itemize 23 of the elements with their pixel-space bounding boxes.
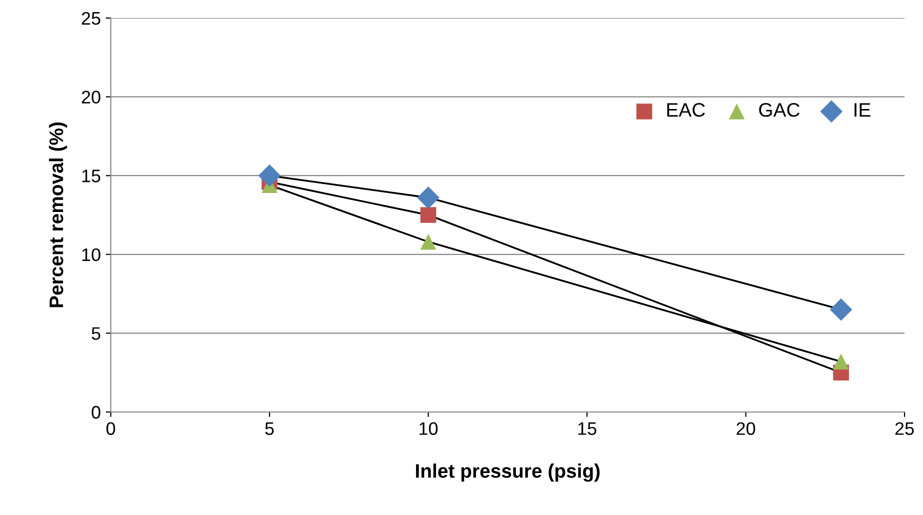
y-tick-label: 25 <box>82 12 100 25</box>
point <box>830 298 852 321</box>
y-tick-label: 5 <box>92 327 100 340</box>
x-axis-title: Inlet pressure (psig) <box>416 464 600 482</box>
point <box>420 234 436 250</box>
point <box>258 164 281 187</box>
y-tick-label: 20 <box>82 90 100 104</box>
x-tick-label: 15 <box>578 422 596 435</box>
y-axis-title: Percent removal (%) <box>48 122 68 308</box>
x-tick-label: 20 <box>736 422 756 435</box>
point <box>417 186 440 209</box>
point <box>420 207 436 223</box>
x-tick-label: 0 <box>106 422 116 435</box>
x-tick-label: 5 <box>265 422 274 435</box>
point <box>833 354 849 370</box>
legend-label: EAC <box>667 103 705 117</box>
y-tick-label: 0 <box>92 406 100 419</box>
legend-label: IE <box>854 103 870 117</box>
legend-label: GAC <box>759 103 800 117</box>
x-tick-label: 10 <box>420 422 438 435</box>
y-tick-label: 15 <box>82 170 100 182</box>
x-tick-label: 25 <box>895 422 914 435</box>
y-tick-label: 10 <box>82 248 100 262</box>
